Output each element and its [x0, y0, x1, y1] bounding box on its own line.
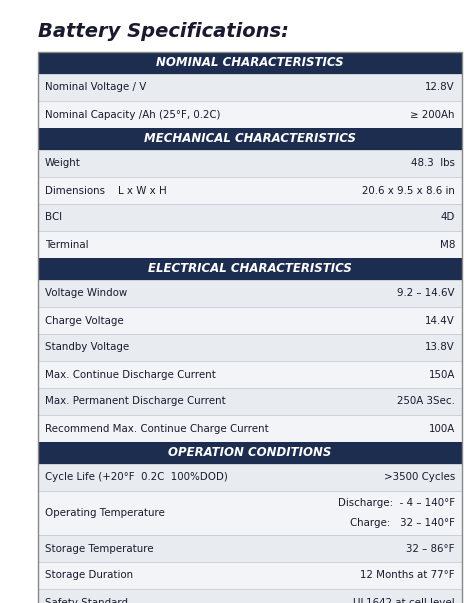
Text: 250A 3Sec.: 250A 3Sec.	[397, 397, 455, 406]
Text: Cycle Life (+20°F  0.2C  100%DOD): Cycle Life (+20°F 0.2C 100%DOD)	[45, 473, 228, 482]
Text: MECHANICAL CHARACTERISTICS: MECHANICAL CHARACTERISTICS	[144, 133, 356, 145]
Text: Nominal Capacity /Ah (25°F, 0.2C): Nominal Capacity /Ah (25°F, 0.2C)	[45, 110, 220, 119]
Text: BCI: BCI	[45, 212, 62, 223]
Bar	[38, 361, 462, 388]
Bar	[38, 562, 462, 589]
Text: Battery Specifications:: Battery Specifications:	[38, 22, 289, 41]
Bar	[38, 334, 462, 361]
Text: Standby Voltage: Standby Voltage	[45, 343, 129, 353]
Text: Terminal: Terminal	[45, 239, 89, 250]
Text: Charge:   32 – 140°F: Charge: 32 – 140°F	[350, 518, 455, 528]
Text: UL1642 at cell level: UL1642 at cell level	[354, 598, 455, 603]
Text: 48.3  lbs: 48.3 lbs	[411, 159, 455, 168]
Text: NOMINAL CHARACTERISTICS: NOMINAL CHARACTERISTICS	[156, 57, 344, 69]
Text: Max. Continue Discharge Current: Max. Continue Discharge Current	[45, 370, 216, 379]
Text: Operating Temperature: Operating Temperature	[45, 508, 165, 518]
Bar	[38, 177, 462, 204]
Text: Voltage Window: Voltage Window	[45, 288, 127, 298]
Bar	[38, 535, 462, 562]
Bar	[38, 128, 462, 150]
Text: Storage Temperature: Storage Temperature	[45, 543, 154, 554]
Text: Dimensions    L x W x H: Dimensions L x W x H	[45, 186, 167, 195]
Text: 4D: 4D	[441, 212, 455, 223]
Text: 13.8V: 13.8V	[425, 343, 455, 353]
Text: 9.2 – 14.6V: 9.2 – 14.6V	[398, 288, 455, 298]
Text: ≥ 200Ah: ≥ 200Ah	[410, 110, 455, 119]
Text: Discharge:  - 4 – 140°F: Discharge: - 4 – 140°F	[338, 498, 455, 508]
Bar	[38, 307, 462, 334]
Bar	[38, 464, 462, 491]
Bar	[38, 388, 462, 415]
Bar	[38, 442, 462, 464]
Text: 32 – 86°F: 32 – 86°F	[407, 543, 455, 554]
Text: Nominal Voltage / V: Nominal Voltage / V	[45, 83, 146, 92]
Bar	[38, 74, 462, 101]
Bar	[38, 280, 462, 307]
Text: 100A: 100A	[429, 423, 455, 434]
Text: Recommend Max. Continue Charge Current: Recommend Max. Continue Charge Current	[45, 423, 269, 434]
Bar	[38, 204, 462, 231]
Text: 150A: 150A	[428, 370, 455, 379]
Bar	[38, 491, 462, 535]
Bar	[38, 52, 462, 603]
Bar	[38, 52, 462, 74]
Bar	[38, 231, 462, 258]
Text: ELECTRICAL CHARACTERISTICS: ELECTRICAL CHARACTERISTICS	[148, 262, 352, 276]
Text: 20.6 x 9.5 x 8.6 in: 20.6 x 9.5 x 8.6 in	[362, 186, 455, 195]
Bar	[38, 589, 462, 603]
Text: 12 Months at 77°F: 12 Months at 77°F	[360, 570, 455, 581]
Bar	[38, 415, 462, 442]
Bar	[38, 150, 462, 177]
Text: Charge Voltage: Charge Voltage	[45, 315, 124, 326]
Text: 12.8V: 12.8V	[425, 83, 455, 92]
Text: Max. Permanent Discharge Current: Max. Permanent Discharge Current	[45, 397, 226, 406]
Bar	[38, 101, 462, 128]
Text: Weight: Weight	[45, 159, 81, 168]
Text: Safety Standard: Safety Standard	[45, 598, 128, 603]
Text: M8: M8	[439, 239, 455, 250]
Text: Storage Duration: Storage Duration	[45, 570, 133, 581]
Text: 14.4V: 14.4V	[425, 315, 455, 326]
Text: OPERATION CONDITIONS: OPERATION CONDITIONS	[168, 446, 332, 459]
Bar	[38, 258, 462, 280]
Text: >3500 Cycles: >3500 Cycles	[384, 473, 455, 482]
